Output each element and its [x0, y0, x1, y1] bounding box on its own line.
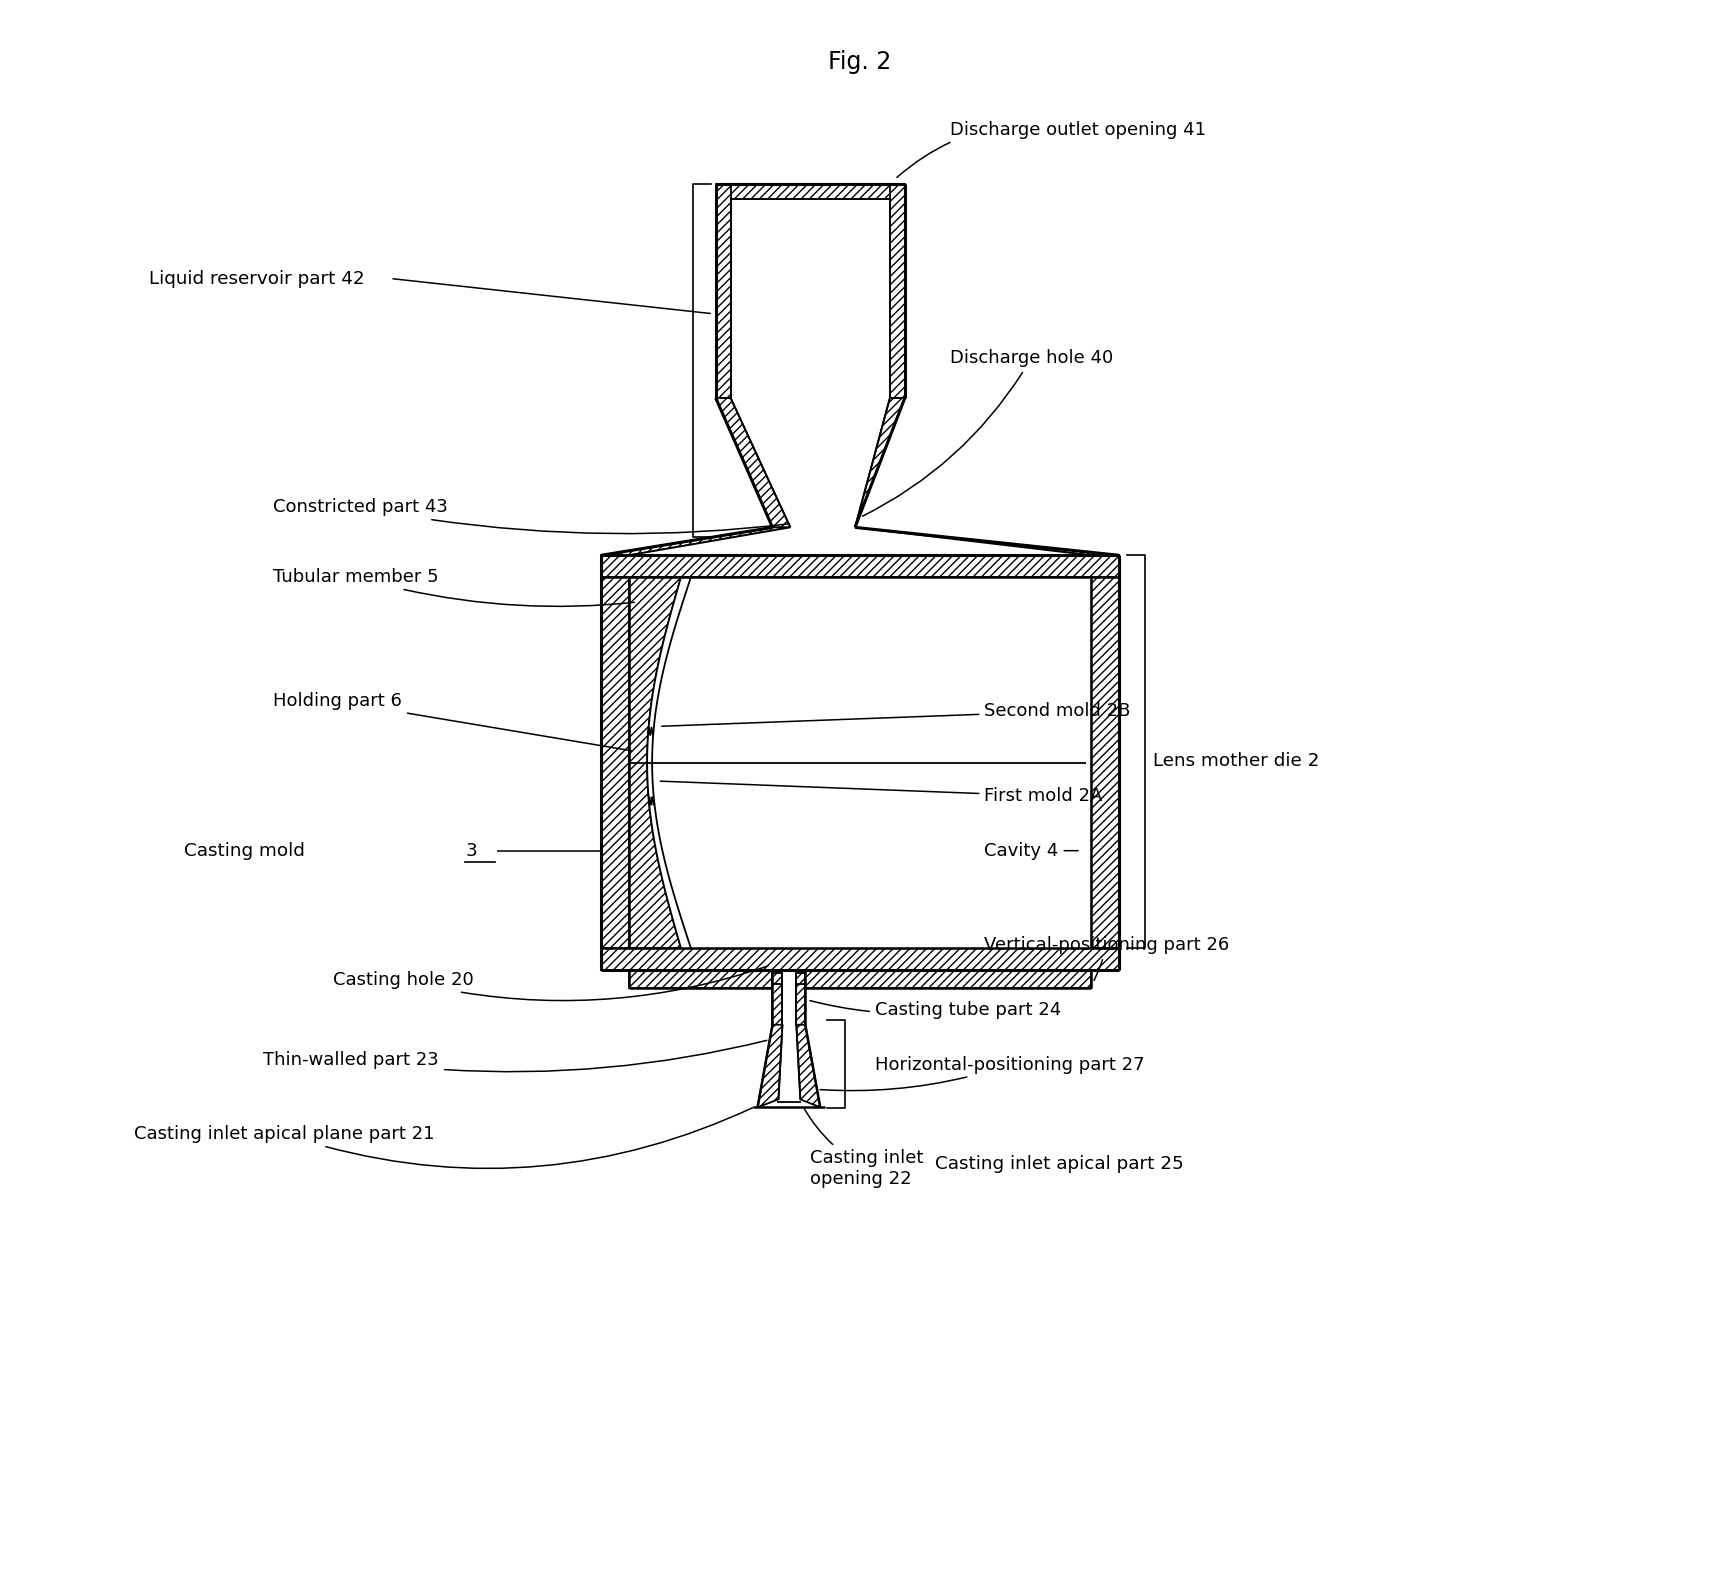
Polygon shape	[601, 577, 629, 971]
Polygon shape	[855, 398, 905, 528]
Text: Tubular member 5: Tubular member 5	[273, 568, 634, 607]
Polygon shape	[715, 185, 905, 398]
Text: Casting mold: Casting mold	[183, 841, 311, 860]
Polygon shape	[653, 577, 1091, 949]
Text: Thin-walled part 23: Thin-walled part 23	[263, 1040, 767, 1072]
Text: Second mold 2B: Second mold 2B	[661, 702, 1131, 726]
Text: Lens mother die 2: Lens mother die 2	[1154, 753, 1319, 770]
Polygon shape	[758, 1024, 782, 1107]
Polygon shape	[796, 1024, 820, 1107]
Text: Cavity 4: Cavity 4	[984, 841, 1078, 860]
Text: 3: 3	[465, 841, 477, 860]
Polygon shape	[772, 971, 782, 1024]
Text: Casting inlet apical part 25: Casting inlet apical part 25	[934, 1156, 1183, 1173]
Text: Vertical-positioning part 26: Vertical-positioning part 26	[984, 936, 1230, 980]
Text: Discharge outlet opening 41: Discharge outlet opening 41	[896, 120, 1205, 177]
Text: Horizontal-positioning part 27: Horizontal-positioning part 27	[820, 1056, 1145, 1091]
Polygon shape	[601, 528, 791, 555]
Text: Casting hole 20: Casting hole 20	[333, 966, 769, 1001]
Polygon shape	[796, 971, 805, 1024]
Text: First mold 2A: First mold 2A	[660, 781, 1104, 805]
Text: Casting tube part 24: Casting tube part 24	[810, 1001, 1060, 1018]
Polygon shape	[648, 577, 691, 949]
Polygon shape	[601, 555, 1119, 577]
Text: Casting inlet apical plane part 21: Casting inlet apical plane part 21	[135, 1108, 753, 1168]
Text: Holding part 6: Holding part 6	[273, 692, 632, 751]
Polygon shape	[855, 528, 1119, 555]
Text: Discharge hole 40: Discharge hole 40	[862, 349, 1112, 517]
Polygon shape	[629, 577, 680, 949]
Text: Liquid reservoir part 42: Liquid reservoir part 42	[149, 270, 364, 288]
Polygon shape	[629, 971, 772, 988]
Text: Casting inlet
opening 22: Casting inlet opening 22	[803, 1108, 924, 1187]
Polygon shape	[629, 528, 1091, 555]
Text: Constricted part 43: Constricted part 43	[273, 498, 789, 534]
Polygon shape	[715, 398, 791, 528]
Polygon shape	[601, 949, 1119, 971]
Polygon shape	[1091, 577, 1119, 971]
Text: Fig. 2: Fig. 2	[829, 51, 891, 74]
Polygon shape	[805, 971, 1091, 988]
